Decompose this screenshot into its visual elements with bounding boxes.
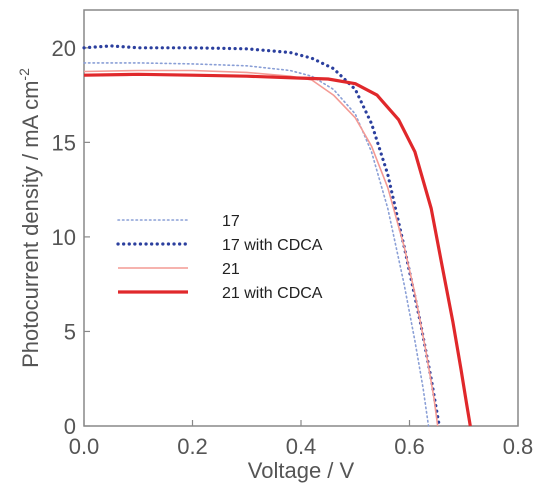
plot-frame [83, 9, 519, 427]
x-tick-label: 0.0 [69, 434, 100, 459]
series-line-0 [83, 62, 430, 427]
legend: 17 17 with CDCA 21 21 with CDCA [116, 213, 323, 302]
series-line-2 [83, 69, 439, 427]
series-layer [82, 44, 472, 428]
legend-label-0: 17 [222, 213, 240, 230]
series-line-1 [82, 44, 441, 428]
x-tick-label: 0.6 [394, 434, 425, 459]
legend-label-2: 21 [222, 261, 240, 278]
y-tick-label: 0 [64, 414, 76, 439]
y-axis-ticks: 0 5 10 15 20 [52, 36, 90, 439]
y-tick-label: 20 [52, 36, 76, 61]
y-axis-title-main: Photocurrent density / mA cm [18, 81, 43, 368]
y-axis-title: Photocurrent density / mA cm-2 [16, 68, 43, 368]
y-tick-label: 10 [52, 225, 76, 250]
x-axis-title: Voltage / V [248, 458, 355, 483]
y-tick-label: 5 [64, 319, 76, 344]
y-tick-label: 15 [52, 130, 76, 155]
x-axis-ticks: 0.0 0.2 0.4 0.6 0.8 [69, 420, 534, 459]
legend-label-1: 17 with CDCA [222, 237, 323, 254]
series-line-3 [83, 72, 472, 427]
x-tick-label: 0.2 [177, 434, 208, 459]
x-tick-label: 0.8 [503, 434, 534, 459]
legend-label-3: 21 with CDCA [222, 285, 323, 302]
x-tick-label: 0.4 [286, 434, 317, 459]
y-axis-title-superscript: -2 [16, 68, 32, 81]
